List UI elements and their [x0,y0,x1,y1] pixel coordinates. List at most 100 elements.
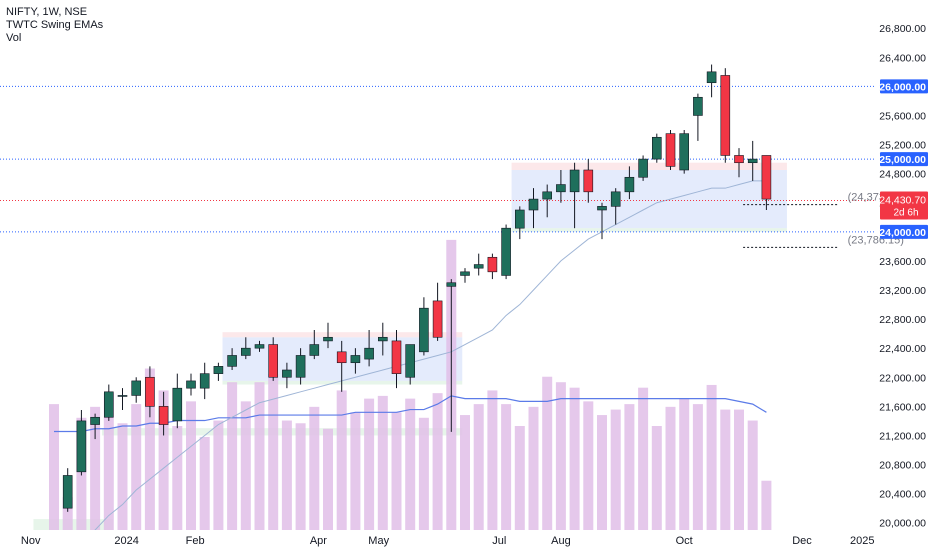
current-price-label: 24,430.70 [879,194,926,206]
volume-bar [734,409,744,530]
x-tick-label: May [368,535,389,547]
volume-bar [583,401,594,530]
candle-up [282,369,292,378]
candle-up [62,475,73,509]
volume-bar [610,409,621,530]
volume-bar [501,404,512,530]
candle-up [419,307,429,353]
candle-up [50,534,59,541]
candle-down [391,340,402,374]
candle-up [460,271,470,276]
countdown-label: 2d 6h [893,207,918,218]
y-tick-label: 20,000.00 [879,518,926,530]
candle-up [693,96,703,116]
candle-down [268,344,279,378]
volume-bar [460,415,470,530]
volume-bar [514,426,525,530]
candle-up [638,158,648,178]
x-tick-label: Jul [492,535,506,547]
zone-green [33,519,113,530]
y-tick-label: 22,400.00 [879,343,926,355]
volume-bar [405,398,416,530]
y-tick-label: 22,000.00 [879,372,926,384]
volume-bar [144,368,155,530]
candle-up [117,395,128,397]
volume-bar [377,395,388,530]
candle-down [720,75,731,156]
candle-up [514,209,525,229]
x-tick-label: Nov [21,535,41,547]
candle-up [377,336,388,342]
candle-up [364,347,374,360]
volume-bar [624,404,635,530]
chart-legend: NIFTY, 1W, NSE TWTC Swing EMAs Vol [6,6,103,45]
volume-bar [103,393,114,530]
candle-up [172,387,183,422]
candle-down [432,300,443,338]
candle-up [542,191,553,200]
y-tick-label: 21,600.00 [879,401,926,413]
x-tick-label: Feb [186,535,205,547]
volume-bar [720,409,731,530]
x-tick-label: 2024 [114,535,138,547]
candle-up [90,416,100,425]
volume-bar [131,404,142,530]
candle-up [747,158,758,164]
volume-bar [350,412,361,530]
candle-up [679,133,690,171]
candle-up [309,344,320,356]
candle-up [199,373,210,389]
volume-bar [555,382,566,530]
y-tick-label: 20,400.00 [879,489,926,501]
candle-down [487,256,498,273]
level-label-bg [880,79,928,94]
candle-up [556,184,566,193]
volume-bar [309,406,320,530]
volume-bar [651,426,662,530]
volume-bar [172,426,183,530]
volume-bar [158,390,169,530]
candle-down [734,155,744,164]
volume-bar [295,423,306,530]
level-label: 25,000.00 [879,154,926,166]
candle-up [213,366,224,374]
candle-up [254,344,265,349]
volume-bar [240,401,251,530]
y-tick-label: 26,400.00 [879,52,926,64]
volume-bar [569,387,580,530]
volume-bar [391,412,402,530]
candle-up [528,198,539,211]
volume-bar [62,497,73,530]
y-tick-label: 24,800.00 [879,169,926,181]
volume-bar [487,390,498,530]
candle-down [761,155,772,200]
volume-bar [254,382,265,530]
candle-up [227,355,237,367]
x-tick-label: 2025 [850,535,874,547]
candle-up [104,391,114,418]
y-tick-label: 26,800.00 [879,23,926,35]
y-tick-label: 23,200.00 [879,285,926,297]
level-label-bg [880,152,928,167]
volume-bar [281,420,292,530]
volume-ma-line [54,395,767,433]
candle-up [597,206,607,211]
volume-bar [199,436,210,530]
candle-up [706,71,717,84]
legend-indicator: TWTC Swing EMAs [6,19,104,31]
volume-bar [418,417,429,530]
volume-bar [665,406,676,530]
volume-bar [597,415,607,530]
candle-up [569,169,580,193]
volume-bar [323,428,333,530]
plot-area [0,64,876,541]
x-tick-label: Apr [310,535,327,547]
candle-up [323,336,333,342]
candle-up [186,380,196,389]
candle-down [336,351,347,364]
volume-bar [186,401,196,530]
volume-bar [336,390,347,530]
zone-pink [222,332,463,338]
candle-up [350,355,361,364]
